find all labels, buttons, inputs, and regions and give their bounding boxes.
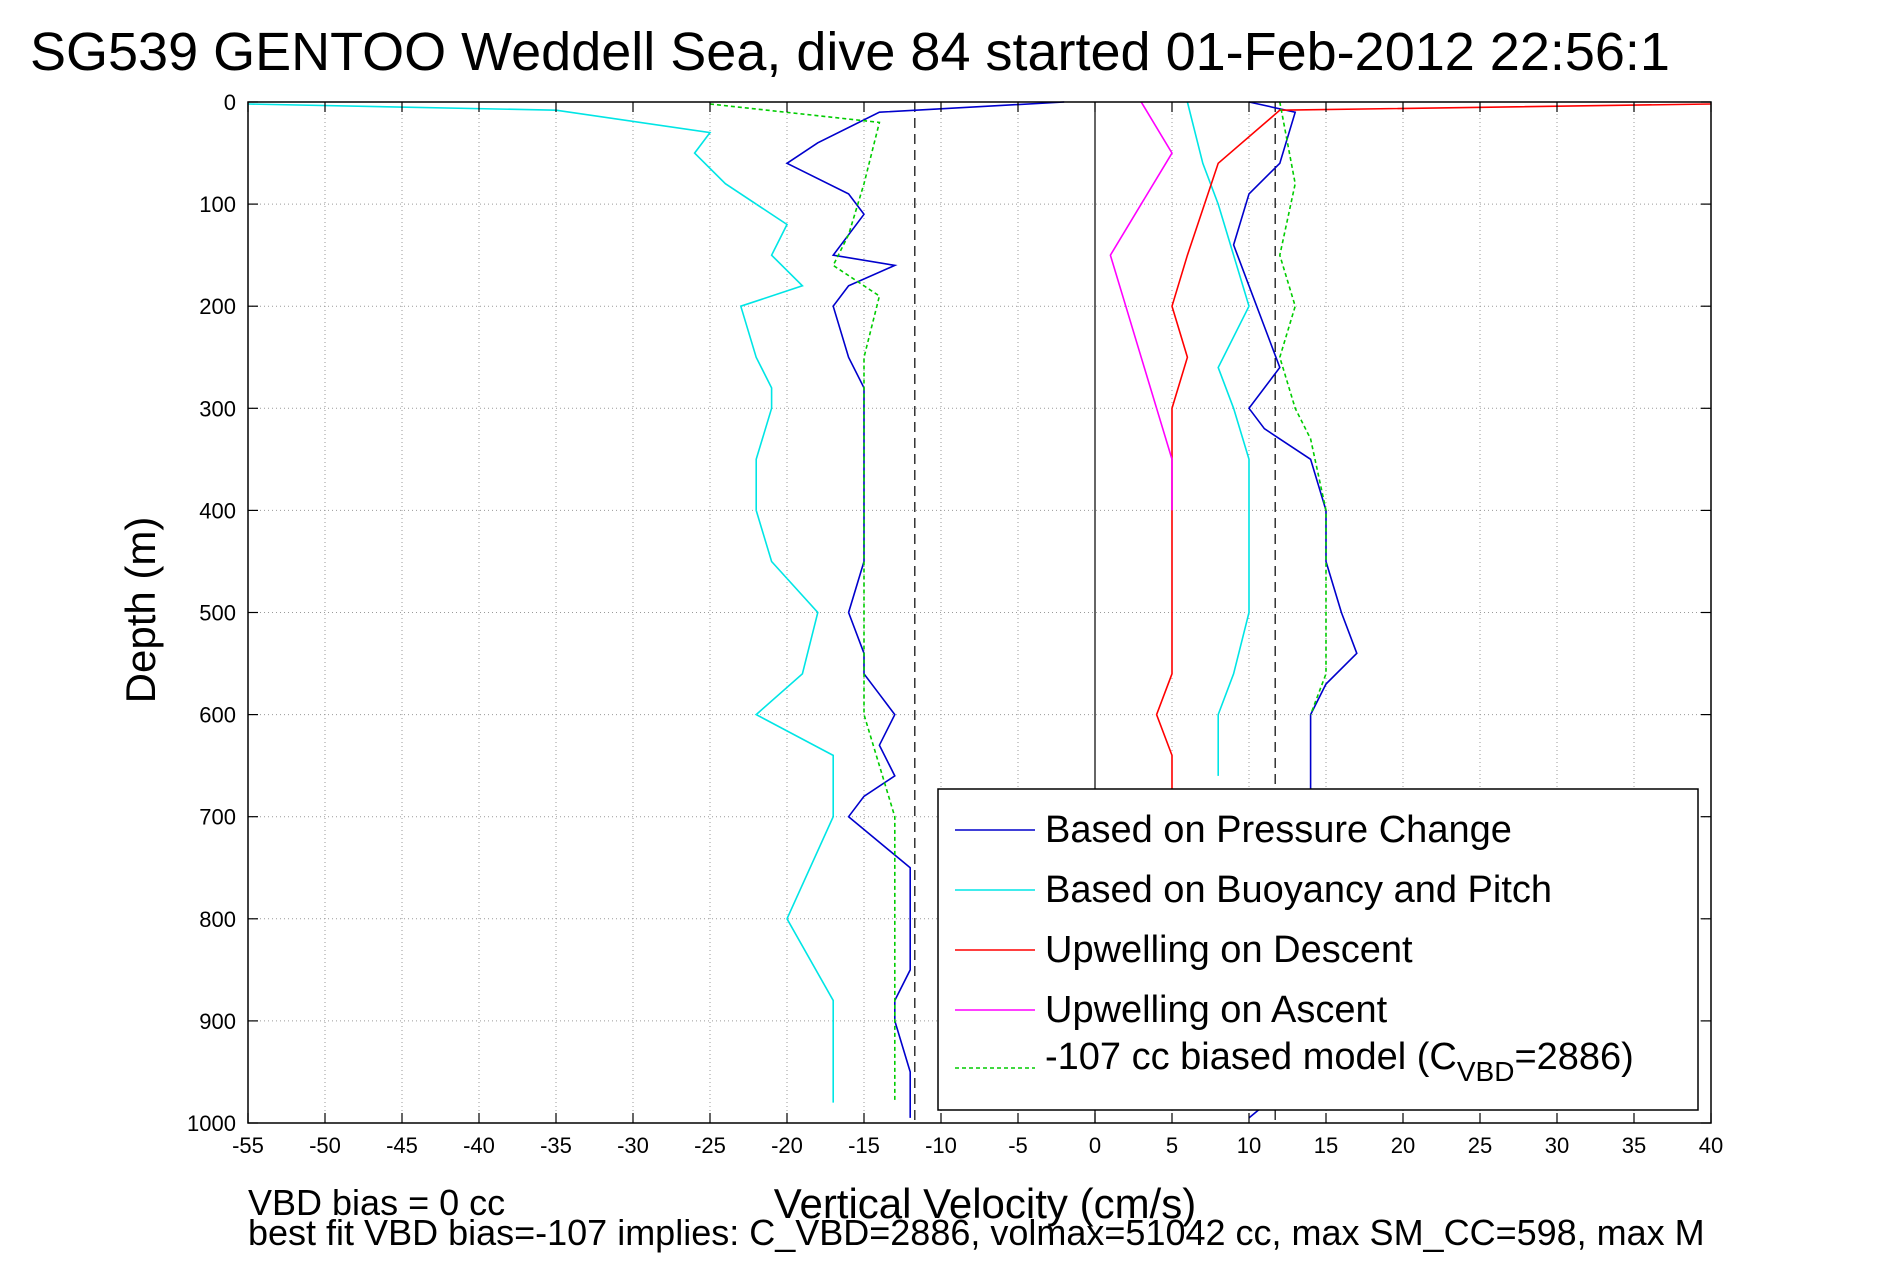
x-tick-label: -25 <box>694 1133 726 1158</box>
legend-label-biased-model-suffix: =2886) <box>1514 1036 1633 1078</box>
legend: Based on Pressure Change Based on Buoyan… <box>937 788 1699 1111</box>
x-tick-label: -10 <box>925 1133 957 1158</box>
best-fit-note: best fit VBD bias=-107 implies: C_VBD=28… <box>248 1212 1705 1253</box>
series-line-6 <box>709 103 896 1103</box>
series-line-0 <box>785 101 1065 1118</box>
series-line-1 <box>1232 101 1358 1119</box>
legend-label-biased-model-sub: VBD <box>1457 1056 1515 1087</box>
x-tick-label: -45 <box>386 1133 418 1158</box>
x-tick-label: 10 <box>1237 1133 1261 1158</box>
chart-title: SG539 GENTOO Weddell Sea, dive 84 starte… <box>30 22 1670 82</box>
x-tick-label: -30 <box>617 1133 649 1158</box>
legend-label-biased-model-prefix: -107 cc biased model (C <box>1045 1036 1457 1078</box>
y-tick-label: 500 <box>199 601 236 626</box>
y-tick-label: 1000 <box>187 1111 236 1136</box>
x-tick-label: 15 <box>1314 1133 1338 1158</box>
x-axis-label: Vertical Velocity (cm/s) <box>774 1180 1196 1227</box>
x-tick-label: 30 <box>1545 1133 1569 1158</box>
legend-label-buoyancy-pitch: Based on Buoyancy and Pitch <box>1045 869 1552 911</box>
legend-label-biased-model: -107 cc biased model (CVBD=2886) <box>1045 1036 1634 1087</box>
y-tick-label: 400 <box>199 498 236 523</box>
series-line-3 <box>1186 101 1250 776</box>
x-tick-label: 0 <box>1089 1133 1101 1158</box>
y-tick-label: 700 <box>199 805 236 830</box>
x-tick-label: -55 <box>232 1133 264 1158</box>
vbd-bias-note: VBD bias = 0 cc <box>248 1182 505 1223</box>
x-tick-label: -50 <box>309 1133 341 1158</box>
y-tick-label: 200 <box>199 294 236 319</box>
x-tick-label: 5 <box>1166 1133 1178 1158</box>
x-tick-label: -40 <box>463 1133 495 1158</box>
legend-label-upwelling-descent: Upwelling on Descent <box>1045 929 1413 971</box>
y-tick-label: 100 <box>199 192 236 217</box>
legend-box <box>937 788 1699 1111</box>
plot-area: -55 -50 -45 -40 -35 -30 -25 -20 -15 -10 -5 0 5 10 15 20… <box>187 90 1723 1158</box>
y-tick-label: 900 <box>199 1009 236 1034</box>
y-tick-label: 300 <box>199 396 236 421</box>
series-line-5 <box>1109 101 1173 511</box>
x-tick-label: -15 <box>848 1133 880 1158</box>
legend-label-pressure-change: Based on Pressure Change <box>1045 809 1512 851</box>
legend-label-upwelling-ascent: Upwelling on Ascent <box>1045 989 1388 1031</box>
x-tick-label: 40 <box>1699 1133 1723 1158</box>
y-axis-label: Depth (m) <box>117 517 164 704</box>
x-tick-label: -5 <box>1008 1133 1028 1158</box>
x-tick-label: 35 <box>1622 1133 1646 1158</box>
y-tick-label: 800 <box>199 907 236 932</box>
x-tick-label: 20 <box>1391 1133 1415 1158</box>
series-line-2 <box>247 103 835 1103</box>
y-tick-label: 600 <box>199 703 236 728</box>
series-line-4 <box>1155 103 1712 797</box>
y-tick-label: 0 <box>224 90 236 115</box>
series-line-7 <box>1278 101 1327 715</box>
x-tick-label: -20 <box>771 1133 803 1158</box>
x-tick-label: -35 <box>540 1133 572 1158</box>
x-tick-label: 25 <box>1468 1133 1492 1158</box>
